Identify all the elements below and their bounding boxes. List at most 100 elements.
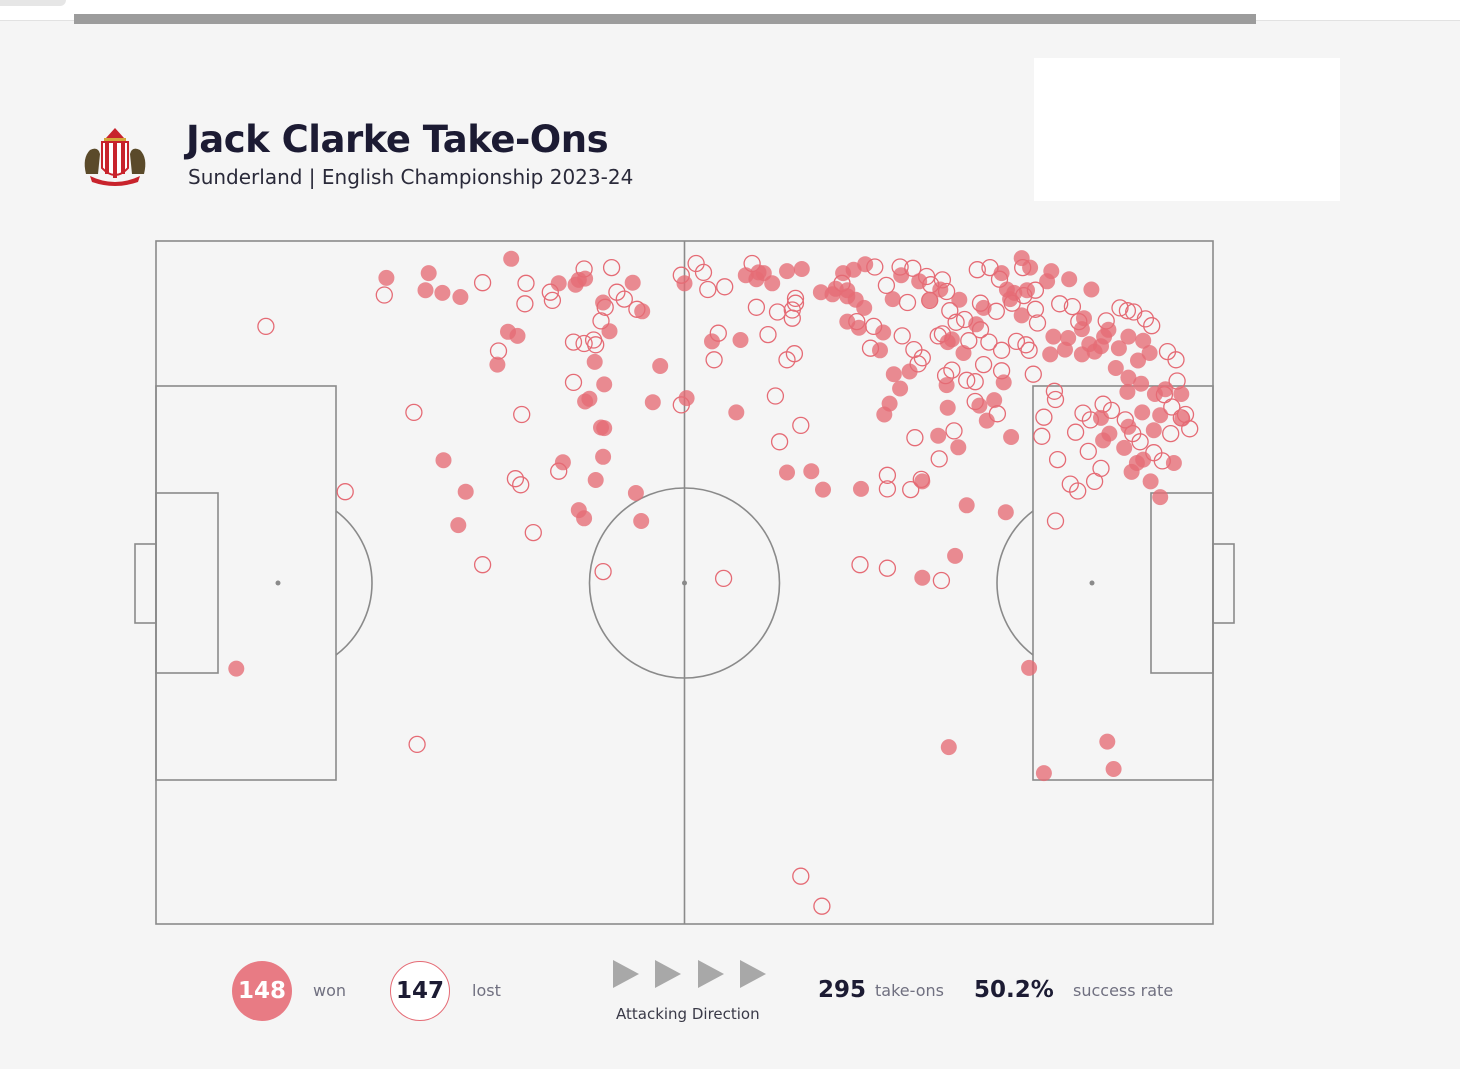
lost-takeon-point [602, 258, 621, 277]
won-takeon-point [550, 275, 567, 292]
won-takeon-point [581, 390, 598, 407]
lost-takeon-point [913, 349, 931, 367]
won-takeon-point [595, 294, 612, 311]
won-takeon-point [644, 394, 661, 411]
won-takeon-point [827, 280, 844, 297]
attacking-direction-arrows-icon [613, 960, 766, 988]
won-takeon-point [1157, 381, 1174, 398]
won-takeon-point [1174, 410, 1191, 427]
won-takeon-point [1119, 383, 1136, 400]
lost-takeon-point [1017, 336, 1035, 354]
left-penalty-spot [275, 580, 281, 586]
lost-takeon-point [575, 334, 593, 353]
won-takeon-point [601, 323, 618, 340]
won-takeon-point [748, 271, 765, 288]
lost-takeon-point [405, 403, 423, 422]
lost-takeon-point [877, 276, 896, 295]
lost-takeon-point [408, 735, 426, 754]
chart-subtitle: Sunderland | English Championship 2023-2… [188, 165, 634, 189]
won-takeon-point [1173, 386, 1190, 402]
won-takeon-point [1035, 765, 1052, 782]
won-takeon-point [857, 256, 874, 273]
lost-takeon-point [694, 263, 713, 282]
won-takeon-point [1076, 310, 1092, 327]
lost-takeon-point [992, 341, 1011, 359]
won-takeon-point [554, 454, 571, 471]
lost-takeon-point [1074, 404, 1092, 422]
won-takeon-point [652, 358, 669, 374]
lost-takeon-point [747, 298, 766, 316]
centre-spot [682, 580, 687, 586]
lost-takeon-point [1051, 295, 1069, 313]
won-takeon-point [1135, 332, 1152, 349]
lost-takeon-point [587, 336, 605, 354]
lost-takeon-point [506, 470, 525, 488]
won-takeon-point [1093, 338, 1109, 355]
won-count-badge: 148 [232, 961, 292, 1021]
lost-takeon-point [943, 361, 961, 379]
browser-toolbar-strip [74, 14, 1256, 24]
total-takeons-label: take-ons [875, 981, 944, 1000]
browser-tab[interactable] [0, 0, 66, 6]
won-takeon-point [627, 485, 644, 501]
lost-takeon-point [1045, 382, 1064, 400]
won-takeon-point [939, 334, 956, 351]
won-takeon-point [856, 299, 873, 316]
lost-takeon-point [898, 293, 917, 312]
won-takeon-point [1130, 352, 1146, 369]
won-takeon-point [793, 261, 810, 277]
won-takeon-point [678, 390, 695, 407]
won-takeon-point [850, 319, 867, 336]
won-takeon-point [1120, 328, 1137, 345]
lost-takeon-point [615, 290, 633, 308]
won-label: won [313, 981, 347, 1000]
won-takeon-point [951, 291, 968, 308]
lost-takeon-point [513, 405, 531, 424]
lost-takeon-point [1035, 408, 1053, 426]
won-takeon-point [958, 497, 975, 514]
won-takeon-point [1013, 307, 1030, 324]
won-takeon-point [947, 547, 964, 564]
lost-takeon-point [930, 450, 948, 468]
lost-takeon-point [716, 278, 734, 296]
won-takeon-point [978, 412, 995, 429]
left-goal [134, 543, 157, 624]
lost-takeon-point [1046, 512, 1065, 530]
lost-takeon-point [257, 317, 275, 336]
won-takeon-point [624, 274, 641, 291]
won-takeon-point [1120, 369, 1137, 386]
won-takeon-point [577, 270, 594, 287]
won-takeon-point [457, 483, 474, 500]
won-takeon-point [884, 291, 901, 308]
won-takeon-point [1045, 328, 1062, 345]
won-takeon-point [1083, 281, 1100, 298]
lost-takeon-point [932, 571, 951, 590]
won-takeon-point [1002, 291, 1019, 308]
won-takeon-point [1165, 455, 1182, 471]
won-takeon-point [968, 316, 985, 333]
won-takeon-point [986, 392, 1003, 409]
lost-takeon-point [770, 433, 789, 451]
won-takeon-point [1061, 271, 1078, 288]
won-takeon-point [704, 333, 720, 350]
won-takeon-point [1107, 360, 1124, 376]
lost-takeon-point [714, 569, 733, 588]
won-takeon-point [228, 660, 245, 677]
lost-takeon-point [336, 483, 354, 501]
lost-takeon-point [902, 480, 920, 499]
won-takeon-point [975, 299, 992, 316]
won-takeon-point [450, 517, 467, 534]
won-takeon-point [570, 502, 587, 519]
won-takeon-point [634, 303, 651, 320]
won-takeon-point [853, 480, 869, 497]
lost-takeon-point [945, 422, 963, 440]
lost-takeon-point [893, 327, 911, 345]
won-takeon-point [586, 353, 603, 370]
won-takeon-point [1042, 346, 1059, 363]
won-takeon-point [1099, 733, 1116, 750]
won-takeon-point [839, 288, 856, 305]
lost-takeon-point [792, 867, 810, 885]
won-takeon-point [1133, 375, 1150, 392]
won-takeon-point [509, 327, 526, 344]
